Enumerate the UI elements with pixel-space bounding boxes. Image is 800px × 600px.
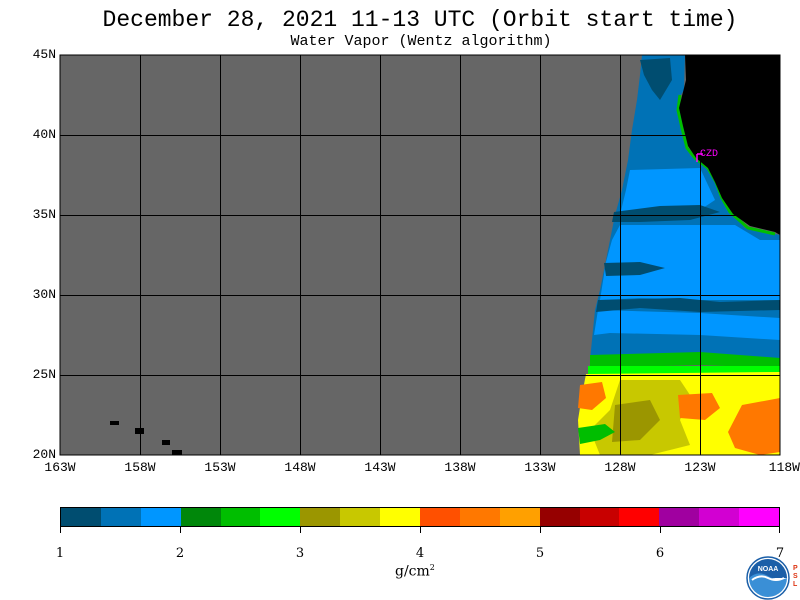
psl-letter-s: S [793,573,798,580]
lat-label: 35N [32,207,56,222]
lat-label: 25N [32,367,56,382]
lon-label: 148W [284,460,316,475]
colorbar-tick-label: 2 [175,546,185,561]
colorbar-tick-label: 5 [535,546,545,561]
colorbar-swatch [180,508,221,526]
lon-label: 143W [364,460,396,475]
colorbar-swatch [140,508,181,526]
swath-band-1 [600,225,780,300]
colorbar-swatch [659,508,700,526]
lat-label: 30N [32,287,56,302]
swath-band-2 [620,168,715,215]
colorbar-swatch [220,508,261,526]
lon-label: 163W [44,460,76,475]
lat-label: 40N [32,127,56,142]
swath-green-band [590,352,780,368]
unit-exponent: 2 [429,563,435,572]
colorbar-tick [300,527,301,533]
lon-label: 123W [684,460,716,475]
colorbar-swatch [579,508,620,526]
lon-label: 118W [768,460,800,475]
colorbar-swatch [739,508,780,526]
lat-label: 20N [32,447,56,462]
station-label: CZD [700,149,718,160]
colorbar-unit: g/cm2 [395,563,435,580]
land-mass [679,55,780,235]
colorbar-swatch [619,508,660,526]
colorbar-tick [60,527,61,533]
colorbar [60,507,780,527]
colorbar-swatch [100,508,141,526]
swath-band-3 [594,310,780,340]
colorbar-swatch [260,508,301,526]
colorbar-tick [420,527,421,533]
colorbar-tick [779,527,780,533]
colorbar-swatch [459,508,500,526]
psl-mark: P S L [793,565,798,589]
colorbar-tick-label: 1 [55,546,65,561]
colorbar-swatch [499,508,540,526]
colorbar-swatch [61,508,101,526]
station-marker [696,153,703,162]
psl-letter-p: P [793,565,798,572]
noaa-logo: NOAA [746,556,790,600]
colorbar-tick-label: 3 [295,546,305,561]
map-subtitle: Water Vapor (Wentz algorithm) [290,33,552,50]
unit-base: g/cm [395,563,430,580]
colorbar-tick-label: 7 [775,546,785,561]
grid-lines [60,55,780,455]
map-title: December 28, 2021 11-13 UTC (Orbit start… [102,7,738,33]
lat-label: 45N [32,47,56,62]
colorbar-swatch [300,508,341,526]
colorbar-tick [660,527,661,533]
swath-streak-3 [596,298,780,312]
swath-orange-1 [578,382,606,410]
swath-streak-1 [612,205,720,222]
lon-label: 128W [604,460,636,475]
colorbar-tick-label: 4 [415,546,425,561]
colorbar-swatch [380,508,421,526]
lon-label: 158W [124,460,156,475]
swath-green-patch [578,424,615,444]
colorbar-swatch [420,508,460,526]
psl-letter-l: L [793,581,798,588]
swath-olive-dark [612,400,660,442]
map-frame [59,54,781,456]
hawaii-islands [110,421,182,455]
swath-streak-2 [604,262,665,276]
logo-text: NOAA [758,566,779,573]
lon-label: 133W [524,460,556,475]
lon-label: 138W [444,460,476,475]
colorbar-tick [180,527,181,533]
lon-label: 153W [204,460,236,475]
colorbar-tick-label: 6 [655,546,665,561]
colorbar-swatch [539,508,580,526]
swath-streak-4 [640,58,672,100]
colorbar-tick [540,527,541,533]
colorbar-swatch [340,508,381,526]
swath-orange-2 [678,393,720,420]
swath-orange-3 [728,398,780,455]
colorbar-swatch [699,508,740,526]
